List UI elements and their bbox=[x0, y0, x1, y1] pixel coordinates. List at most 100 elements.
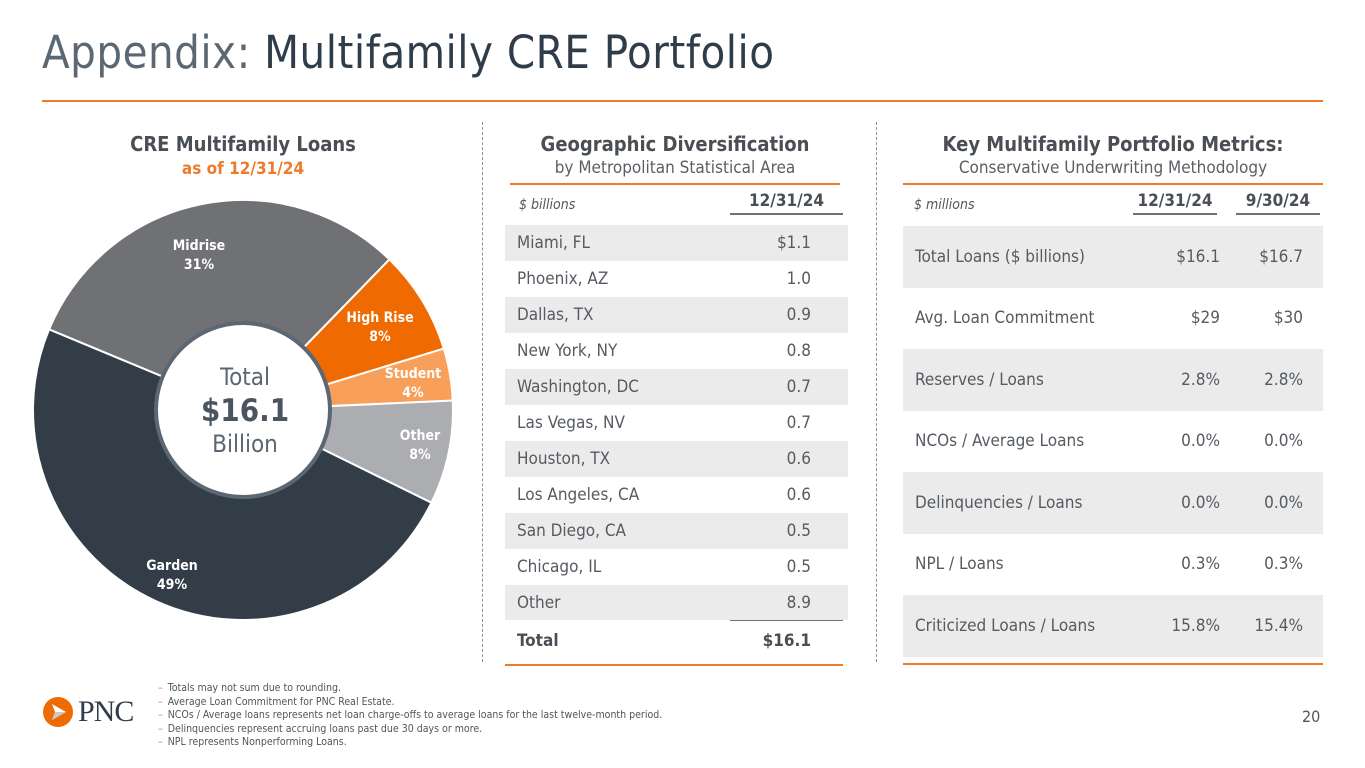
metrics-value-current: 0.0% bbox=[1181, 492, 1220, 513]
title-prefix: Appendix: bbox=[42, 26, 251, 79]
geo-total-row: Total $16.1 bbox=[505, 623, 848, 659]
geo-row-label: Washington, DC bbox=[517, 377, 639, 397]
metrics-row: Total Loans ($ billions) $16.1 $16.7 bbox=[903, 226, 1323, 288]
metrics-bottom-rule bbox=[903, 663, 1323, 665]
geo-row-value: 0.9 bbox=[786, 305, 811, 325]
metrics-row-label: NPL / Loans bbox=[915, 554, 1004, 575]
section-divider bbox=[482, 122, 483, 662]
footnote: – Delinquencies represent accruing loans … bbox=[158, 723, 662, 737]
metrics-unit: $ millions bbox=[914, 197, 975, 213]
geo-row-label: San Diego, CA bbox=[517, 521, 626, 541]
metrics-col-underline bbox=[1133, 213, 1217, 215]
metrics-row-label: Total Loans ($ billions) bbox=[915, 246, 1085, 267]
geo-row: Los Angeles, CA 0.6 bbox=[505, 477, 848, 513]
geo-table: Miami, FL $1.1 Phoenix, AZ 1.0 Dallas, TX 0.9… bbox=[505, 225, 848, 620]
geo-row: Dallas, TX 0.9 bbox=[505, 297, 848, 333]
slice-percent: 8% bbox=[409, 447, 431, 463]
geo-row-label: Phoenix, AZ bbox=[517, 269, 609, 289]
page-title: Appendix: Multifamily CRE Portfolio bbox=[42, 26, 775, 79]
geo-header-rule bbox=[510, 183, 840, 185]
slice-percent: 8% bbox=[369, 329, 391, 345]
section-divider bbox=[876, 122, 877, 662]
metrics-header-rule bbox=[903, 183, 1323, 185]
slice-label: Midrise bbox=[173, 238, 225, 254]
geo-row-label: Las Vegas, NV bbox=[517, 413, 625, 433]
geo-row-value: 0.5 bbox=[786, 557, 811, 577]
footnote-bullet: – bbox=[158, 736, 163, 748]
page-number: 20 bbox=[1302, 707, 1321, 726]
metrics-value-prior: $16.7 bbox=[1259, 246, 1303, 267]
geo-row-label: Other bbox=[517, 592, 561, 613]
footnote: – Totals may not sum due to rounding. bbox=[158, 682, 662, 696]
metrics-value-prior: 0.3% bbox=[1264, 554, 1303, 575]
geo-row-value: 0.7 bbox=[786, 377, 811, 397]
geo-row: Washington, DC 0.7 bbox=[505, 369, 848, 405]
donut-center bbox=[154, 321, 332, 499]
pnc-logo-icon bbox=[43, 697, 73, 727]
geo-row: Miami, FL $1.1 bbox=[505, 225, 848, 261]
geo-unit: $ billions bbox=[519, 197, 576, 213]
geo-row: Other 8.9 bbox=[505, 585, 848, 620]
metrics-row: Avg. Loan Commitment $29 $30 bbox=[903, 288, 1323, 350]
metrics-value-current: 15.8% bbox=[1171, 615, 1220, 636]
footnote-text: NPL represents Nonperforming Loans. bbox=[167, 736, 347, 748]
chart-title: CRE Multifamily Loans bbox=[130, 132, 356, 156]
metrics-value-current: 0.0% bbox=[1181, 431, 1220, 452]
metrics-value-prior: 0.0% bbox=[1264, 492, 1303, 513]
metrics-value-current: 0.3% bbox=[1181, 554, 1220, 575]
title-main: Multifamily CRE Portfolio bbox=[264, 26, 775, 79]
geo-row-value: 0.6 bbox=[786, 485, 811, 505]
metrics-row-label: NCOs / Average Loans bbox=[915, 431, 1085, 452]
metrics-row-label: Criticized Loans / Loans bbox=[915, 615, 1096, 636]
footnote-bullet: – bbox=[158, 695, 163, 708]
footnotes: – Totals may not sum due to rounding. – Ave… bbox=[158, 682, 662, 750]
center-label-total: Total bbox=[219, 363, 270, 391]
footnote-bullet: – bbox=[158, 709, 163, 721]
metrics-col-header-1: 12/31/24 bbox=[1137, 191, 1213, 211]
metrics-subtitle: Conservative Underwriting Methodology bbox=[958, 158, 1268, 178]
geo-bottom-rule bbox=[505, 664, 843, 666]
metrics-row-label: Delinquencies / Loans bbox=[915, 492, 1083, 513]
donut-chart: Total $16.1 Billion Other 8% Garden 49% Midr… bbox=[32, 199, 454, 621]
footnote: – Average Loan Commitment for PNC Real Es… bbox=[158, 696, 662, 710]
total-value: $16.1 bbox=[762, 631, 811, 651]
metrics-row: Reserves / Loans 2.8% 2.8% bbox=[903, 349, 1323, 411]
metrics-row: NCOs / Average Loans 0.0% 0.0% bbox=[903, 411, 1323, 473]
footnote-text: Delinquencies represent accruing loans p… bbox=[167, 722, 483, 735]
footnote-bullet: – bbox=[158, 722, 163, 735]
geo-row: Chicago, IL 0.5 bbox=[505, 549, 848, 585]
footnote: – NCOs / Average loans represents net loa… bbox=[158, 709, 662, 723]
metrics-value-current: $29 bbox=[1190, 308, 1220, 329]
geo-row-value: 1.0 bbox=[786, 269, 811, 289]
footnote-bullet: – bbox=[158, 682, 163, 694]
metrics-value-prior: 0.0% bbox=[1264, 431, 1303, 452]
metrics-title: Key Multifamily Portfolio Metrics: bbox=[942, 132, 1284, 156]
geo-row-label: Los Angeles, CA bbox=[517, 485, 640, 505]
center-value: $16.1 bbox=[201, 393, 289, 429]
slice-percent: 4% bbox=[402, 385, 424, 401]
slice-percent: 49% bbox=[157, 577, 188, 593]
total-label: Total bbox=[517, 631, 559, 651]
footnote-text: Average Loan Commitment for PNC Real Est… bbox=[167, 695, 395, 708]
geo-row: San Diego, CA 0.5 bbox=[505, 513, 848, 549]
metrics-col-header-2: 9/30/24 bbox=[1245, 191, 1311, 211]
geo-col-underline bbox=[730, 213, 843, 215]
pnc-logo-text: PNC bbox=[78, 695, 134, 728]
slice-label: Other bbox=[400, 428, 441, 444]
geo-title: Geographic Diversification bbox=[540, 132, 810, 156]
geo-row-value: 0.8 bbox=[786, 341, 811, 361]
metrics-row: Criticized Loans / Loans 15.8% 15.4% bbox=[903, 595, 1323, 657]
geo-row-value: $1.1 bbox=[776, 233, 811, 253]
geo-col-header: 12/31/24 bbox=[748, 191, 825, 211]
footnote-text: Totals may not sum due to rounding. bbox=[167, 682, 341, 694]
geo-row: Houston, TX 0.6 bbox=[505, 441, 848, 477]
center-label-billion: Billion bbox=[212, 430, 278, 458]
slice-percent: 31% bbox=[184, 257, 215, 273]
geo-row: Las Vegas, NV 0.7 bbox=[505, 405, 848, 441]
footnote-text: NCOs / Average loans represents net loan… bbox=[167, 709, 663, 721]
geo-row-label: Miami, FL bbox=[517, 233, 590, 253]
chart-subtitle: as of 12/31/24 bbox=[181, 159, 305, 179]
metrics-row-label: Reserves / Loans bbox=[915, 369, 1044, 390]
geo-row-value: 0.7 bbox=[786, 413, 811, 433]
geo-row-value: 0.5 bbox=[786, 521, 811, 541]
